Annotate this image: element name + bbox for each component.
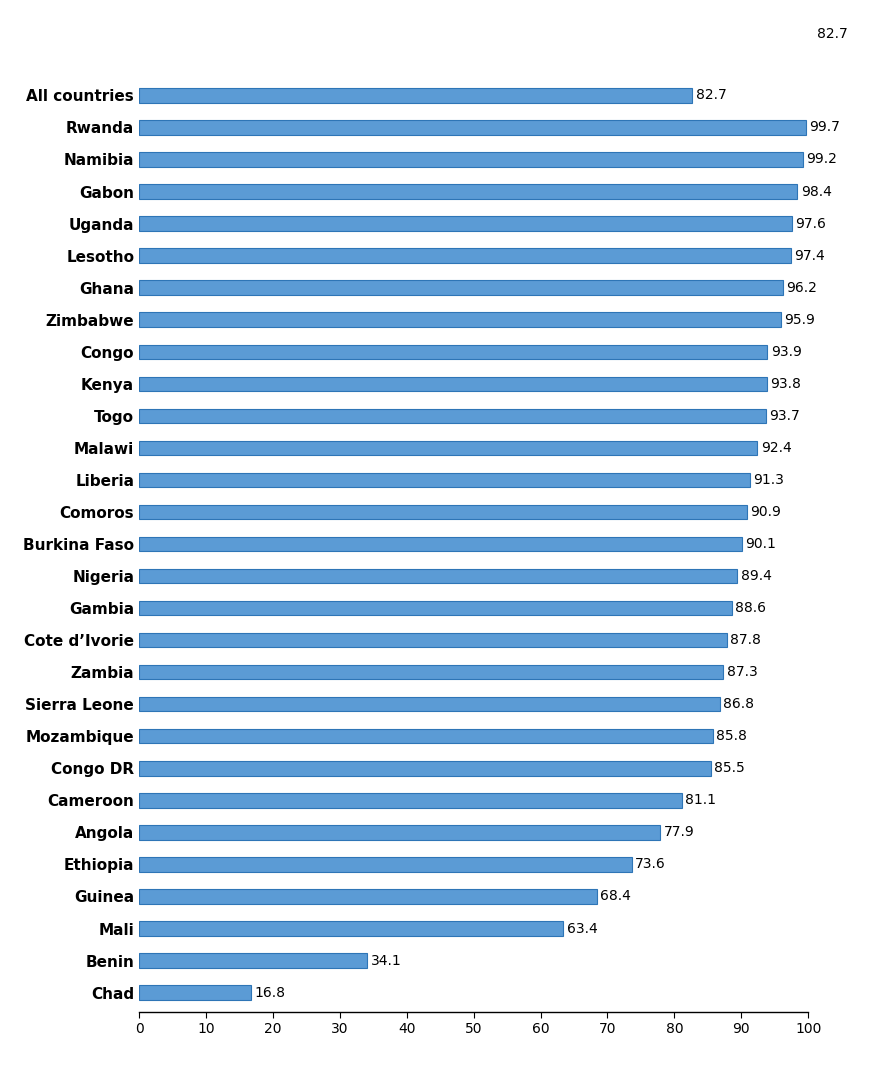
Bar <box>139 889 597 904</box>
Text: 92.4: 92.4 <box>760 441 792 455</box>
Text: 77.9: 77.9 <box>664 826 694 840</box>
Text: 91.3: 91.3 <box>753 473 784 487</box>
Bar <box>139 345 767 359</box>
Bar <box>139 217 793 231</box>
Text: 96.2: 96.2 <box>786 281 817 295</box>
Text: 90.9: 90.9 <box>751 505 781 519</box>
Bar <box>139 88 693 102</box>
Text: 99.7: 99.7 <box>810 121 840 135</box>
Text: 93.8: 93.8 <box>770 376 801 391</box>
Bar <box>139 762 711 776</box>
Text: 68.4: 68.4 <box>600 890 631 903</box>
Bar <box>139 633 726 647</box>
Bar <box>139 857 632 871</box>
Bar <box>139 665 723 679</box>
Bar <box>139 601 732 616</box>
Text: 97.6: 97.6 <box>795 217 826 231</box>
Text: 73.6: 73.6 <box>635 857 666 871</box>
Bar <box>139 536 742 552</box>
Bar <box>139 472 750 487</box>
Text: 82.7: 82.7 <box>696 88 726 102</box>
Bar <box>139 152 803 166</box>
Text: 81.1: 81.1 <box>685 793 716 807</box>
Text: 89.4: 89.4 <box>740 569 772 583</box>
Bar <box>139 376 766 391</box>
Text: 87.8: 87.8 <box>730 633 760 647</box>
Bar <box>139 793 681 807</box>
Bar <box>139 409 766 423</box>
Bar <box>139 953 368 968</box>
Bar <box>139 184 798 199</box>
Bar <box>139 281 783 295</box>
Text: 97.4: 97.4 <box>794 248 825 262</box>
Text: 95.9: 95.9 <box>784 312 815 326</box>
Text: 88.6: 88.6 <box>735 601 766 615</box>
Text: 85.5: 85.5 <box>714 762 746 776</box>
Text: 16.8: 16.8 <box>255 986 286 1000</box>
Bar <box>139 697 720 712</box>
Text: 99.2: 99.2 <box>806 152 837 166</box>
Text: 90.1: 90.1 <box>746 537 776 551</box>
Text: 98.4: 98.4 <box>801 185 832 198</box>
Bar <box>139 825 660 840</box>
Text: 93.7: 93.7 <box>769 409 800 423</box>
Bar <box>139 505 747 519</box>
Text: 85.8: 85.8 <box>717 729 747 743</box>
Text: 93.9: 93.9 <box>771 345 801 359</box>
Text: 86.8: 86.8 <box>723 697 754 712</box>
Bar <box>139 120 806 135</box>
Text: 87.3: 87.3 <box>726 665 757 679</box>
Bar <box>139 986 251 1000</box>
Text: 63.4: 63.4 <box>567 922 597 936</box>
Bar <box>139 441 757 455</box>
Bar <box>139 569 737 583</box>
Text: 34.1: 34.1 <box>370 953 401 967</box>
Bar <box>139 312 780 326</box>
Bar <box>139 248 791 263</box>
Text: 82.7: 82.7 <box>817 27 847 41</box>
Bar <box>139 922 563 936</box>
Bar <box>139 729 713 743</box>
